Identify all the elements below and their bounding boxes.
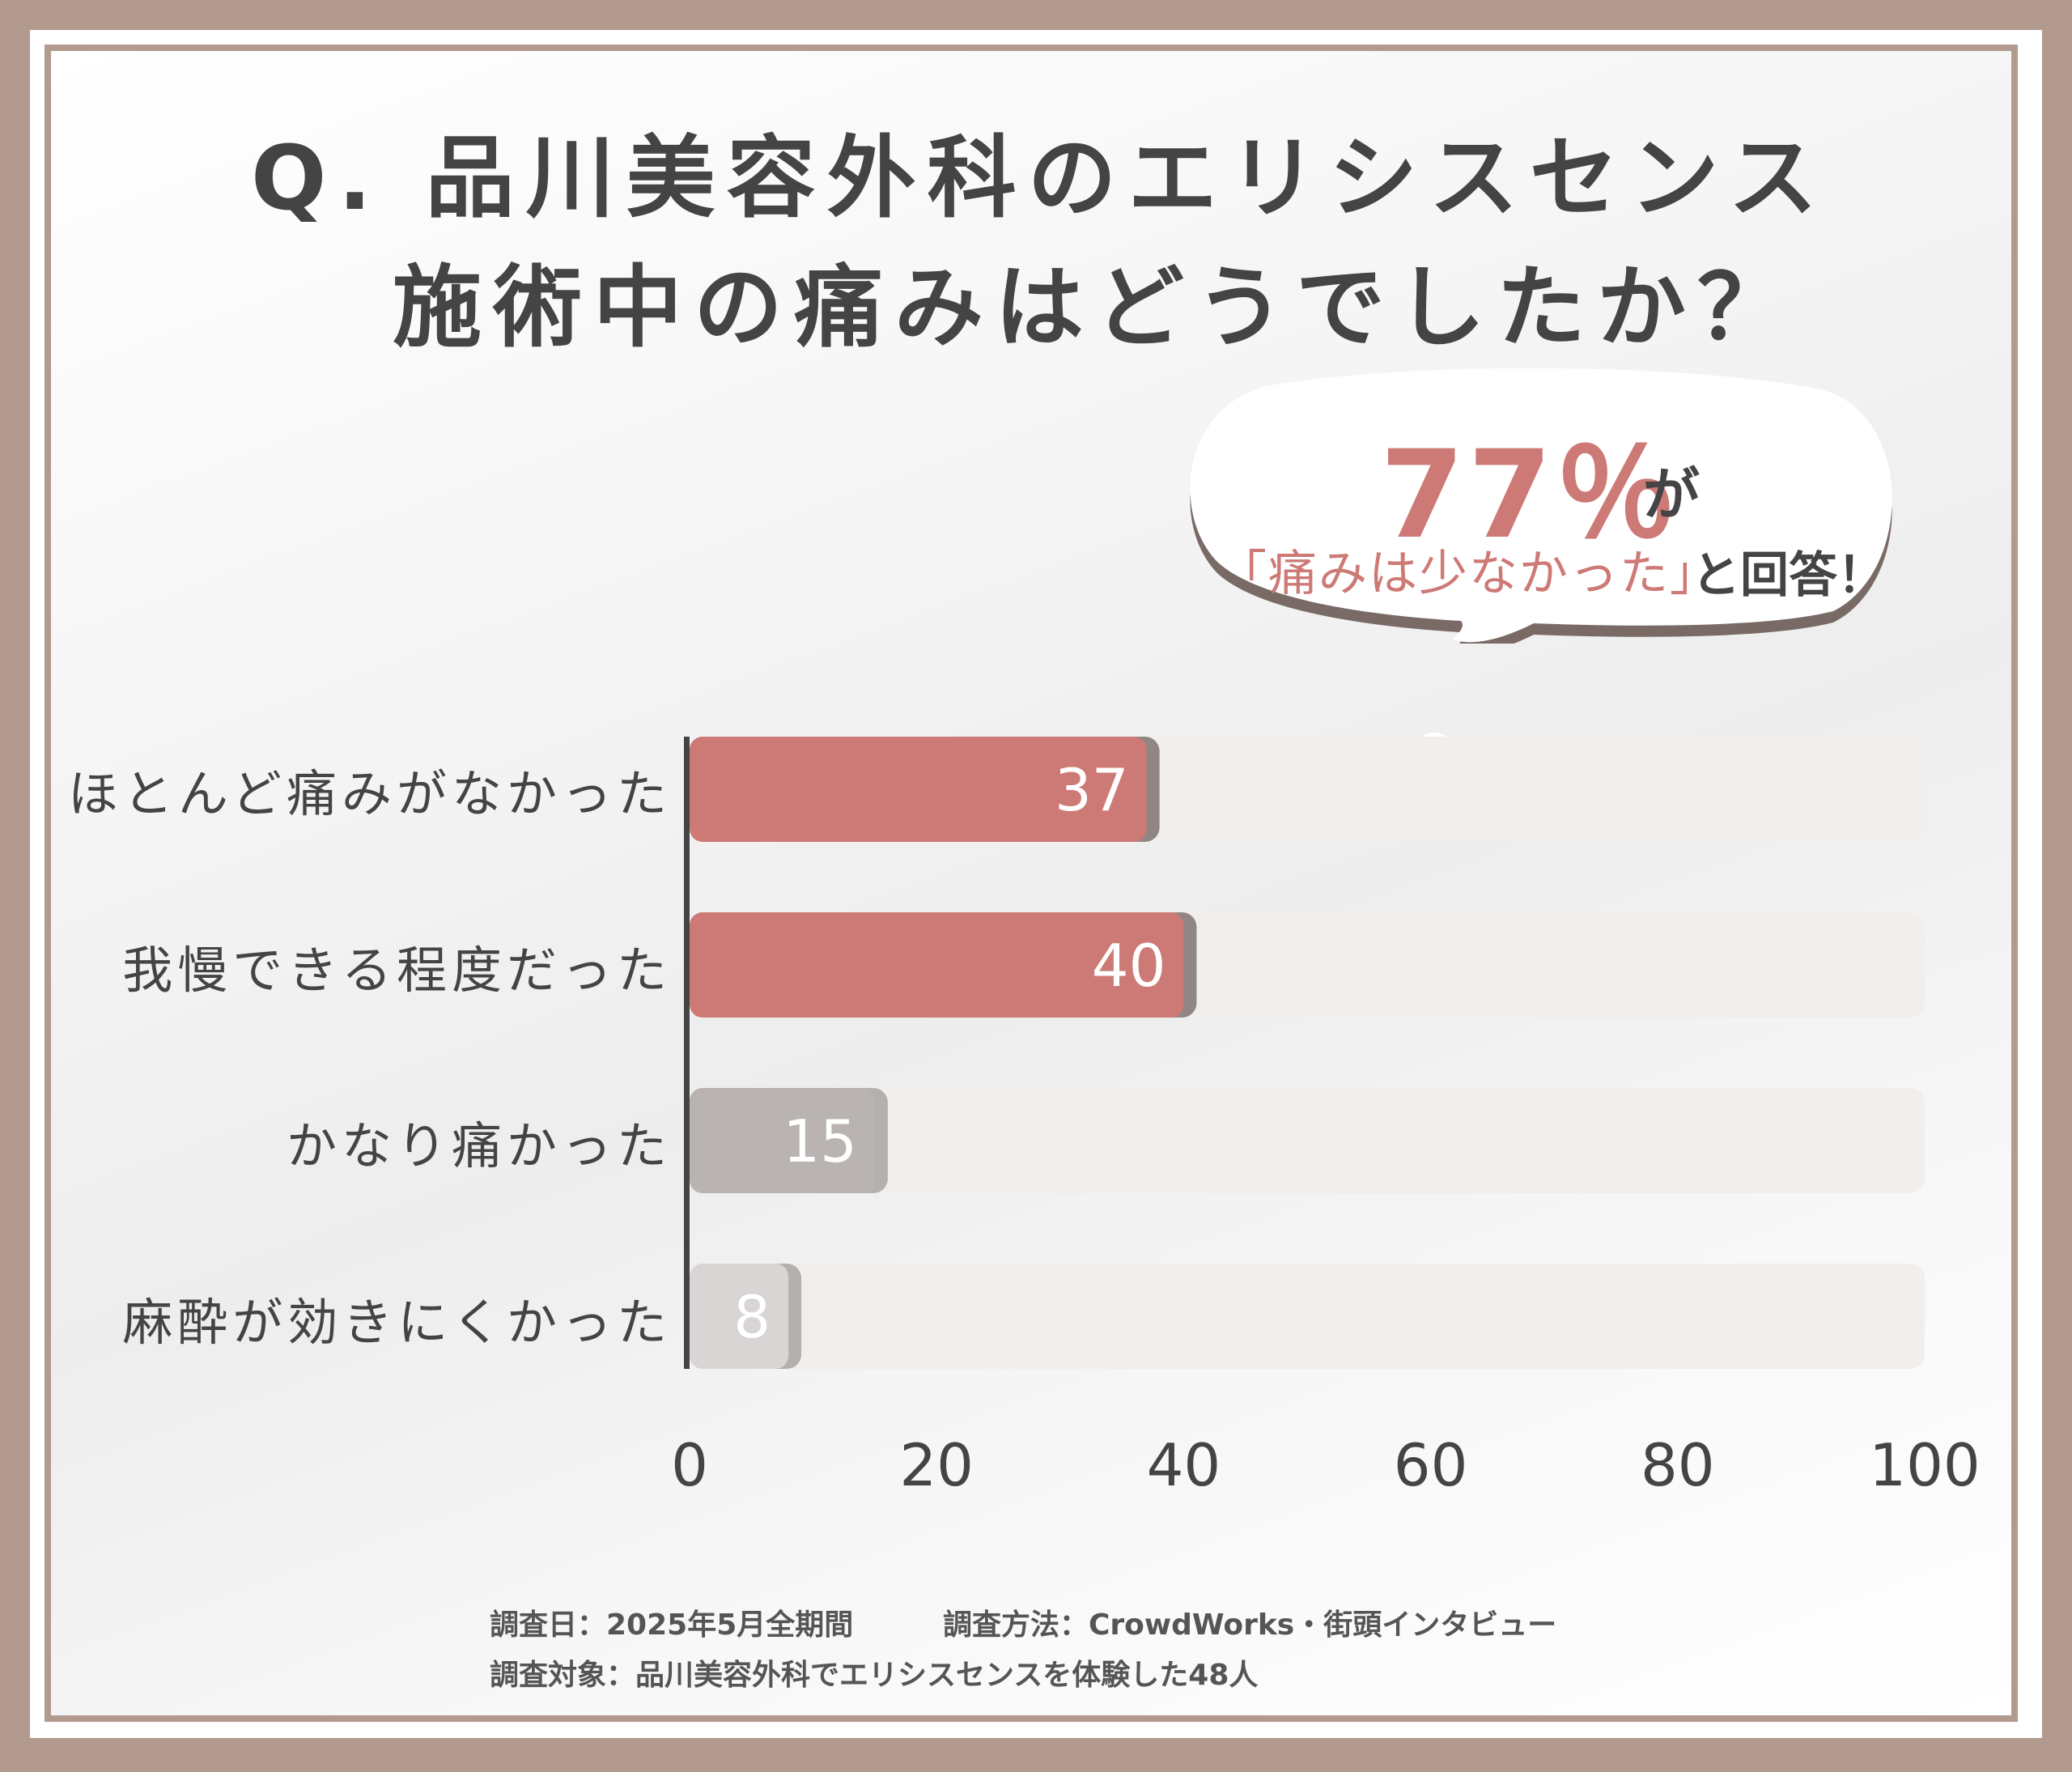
footnote-method: 調査方法：CrowdWorks・街頭インタビュー (943, 1608, 1557, 1642)
bar-value-label-2: 15 (783, 1107, 857, 1175)
x-tick-label-2: 40 (1147, 1431, 1221, 1499)
callout-percent: 77％ (1380, 425, 1680, 566)
title-line-1: Q. 品川美容外科のエリシスセンス (251, 126, 1829, 230)
footnote-target: 調査対象：品川美容外科でエリシスセンスを体験した48人 (490, 1659, 1259, 1692)
category-label-2: かなり痛かった (286, 1116, 672, 1175)
x-tick-label-0: 0 (671, 1431, 708, 1499)
chart-panel (45, 45, 2018, 1722)
callout-quote: 「痛みは少なかった」 (1218, 546, 1720, 602)
bar-2 (690, 1088, 875, 1193)
speech-bubble-shape (1190, 368, 1892, 644)
x-tick-label-5: 100 (1869, 1431, 1980, 1499)
category-label-1: 我慢できる程度だった (122, 941, 672, 1000)
speech-bubble (1186, 368, 1906, 644)
bar-1 (690, 912, 1184, 1018)
y-axis-line (684, 737, 690, 1369)
bar-value-label-0: 37 (1055, 756, 1129, 824)
category-label-3: 麻酔が効きにくかった (122, 1293, 672, 1352)
callout-tail: と回答！ (1692, 547, 1886, 604)
footnote-date: 調査日：2025年5月全期間 (490, 1608, 854, 1642)
bar-value-label-1: 40 (1092, 932, 1166, 1000)
bar-track-3 (690, 1264, 1925, 1369)
x-tick-label-1: 20 (899, 1431, 974, 1499)
bar-value-label-3: 8 (733, 1283, 771, 1351)
bar-3 (690, 1264, 789, 1369)
category-label-0: ほとんど痛みがなかった (67, 764, 672, 823)
callout-suffix: が (1643, 461, 1700, 528)
x-tick-label-4: 80 (1641, 1431, 1715, 1499)
title-line-2: 施術中の痛みはどうでしたか？ (393, 256, 1798, 359)
x-tick-label-3: 60 (1394, 1431, 1468, 1499)
bar-0 (690, 737, 1147, 842)
bar-track-2 (690, 1088, 1925, 1193)
